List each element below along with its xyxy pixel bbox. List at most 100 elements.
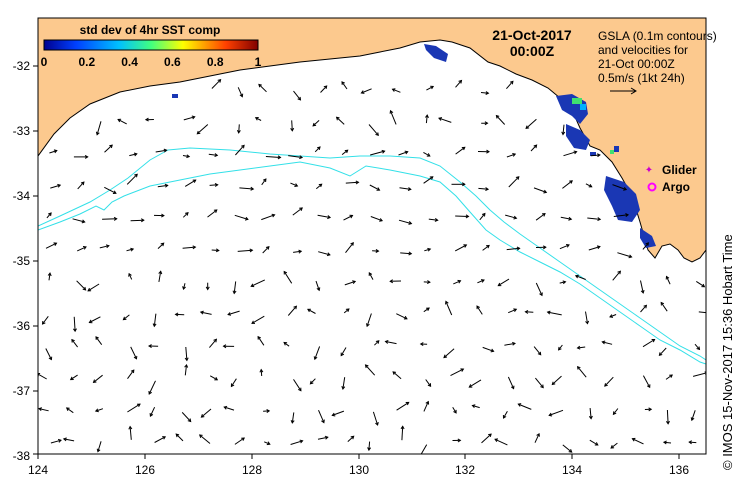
y-tick-label: -32 (13, 59, 31, 73)
velocity-arrow (128, 425, 133, 440)
velocity-arrow (524, 309, 534, 314)
velocity-arrow (152, 313, 157, 328)
velocity-arrow (366, 313, 372, 328)
velocity-arrow (612, 270, 622, 281)
velocity-arrow (494, 438, 508, 446)
velocity-arrow (345, 180, 360, 185)
velocity-arrow (318, 251, 331, 257)
velocity-arrow (76, 280, 87, 291)
velocity-arrow (149, 406, 156, 417)
velocity-arrow (396, 313, 408, 320)
velocity-arrow (368, 272, 374, 280)
velocity-arrow (400, 251, 413, 256)
colorbar-tick-label: 0.6 (164, 55, 181, 69)
velocity-arrow (508, 308, 518, 314)
velocity-arrow (95, 336, 103, 345)
velocity-arrow (562, 180, 573, 189)
velocity-arrow (419, 342, 428, 347)
velocity-arrow (480, 91, 490, 95)
velocity-arrow (665, 409, 670, 425)
velocity-arrow (481, 433, 492, 444)
velocity-arrow (318, 410, 325, 424)
velocity-arrow (658, 347, 667, 357)
velocity-arrow (696, 280, 706, 288)
map-time: 00:00Z (510, 43, 555, 59)
velocity-arrow (71, 338, 78, 348)
velocity-arrow (502, 410, 508, 419)
velocity-arrow (117, 118, 127, 125)
velocity-arrow (158, 270, 163, 282)
velocity-arrow (69, 374, 78, 381)
velocity-arrow (293, 249, 303, 254)
velocity-arrow (259, 368, 264, 377)
velocity-arrow (453, 279, 462, 285)
velocity-arrow (211, 79, 222, 89)
x-tick-label: 130 (349, 463, 369, 477)
gsla-contour-upper (38, 147, 706, 361)
velocity-arrow (589, 439, 599, 446)
x-axis: 124 126 128 130 132 134 136 (28, 454, 689, 477)
velocity-arrow (264, 441, 271, 446)
velocity-arrow (65, 407, 74, 414)
credit-text: © IMOS 15-Nov-2017 15:36 Hobart Time (720, 234, 735, 470)
gsla-note-line-3: 21-Oct 00:00Z (598, 57, 675, 71)
velocity-arrow (148, 380, 156, 395)
velocity-arrow (258, 83, 267, 93)
legend-glider: Glider (662, 163, 697, 177)
velocity-arrow (533, 346, 542, 356)
velocity-arrow (576, 345, 586, 350)
velocity-arrow (335, 116, 345, 125)
velocity-arrow (104, 144, 113, 153)
velocity-arrow (222, 344, 235, 349)
gsla-contour-lower (38, 161, 706, 365)
velocity-arrow (127, 403, 141, 413)
velocity-arrow (147, 344, 159, 349)
gsla-note-line-2: and velocities for (598, 43, 688, 57)
velocity-arrow (314, 146, 321, 153)
velocity-arrow (612, 408, 619, 416)
velocity-arrow (423, 307, 430, 313)
x-tick-label: 128 (242, 463, 262, 477)
velocity-arrow (287, 305, 298, 316)
velocity-arrow (613, 213, 630, 217)
velocity-arrow (77, 181, 85, 190)
velocity-arrow (428, 217, 439, 222)
velocity-arrow (184, 179, 197, 187)
velocity-arrow (585, 311, 590, 325)
velocity-arrow (426, 85, 435, 91)
velocity-arrow (196, 124, 209, 135)
velocity-arrow (455, 146, 466, 155)
velocity-arrow (313, 346, 321, 361)
velocity-arrow (559, 244, 570, 250)
velocity-arrow (128, 272, 133, 280)
velocity-arrow (45, 348, 53, 361)
velocity-arrow (557, 344, 563, 351)
velocity-arrow (530, 144, 538, 152)
velocity-arrow (454, 244, 468, 252)
velocity-arrow (398, 150, 409, 156)
velocity-arrow (644, 407, 653, 412)
velocity-arrow (235, 144, 245, 156)
velocity-arrow (455, 214, 470, 219)
velocity-arrow (507, 376, 515, 390)
velocity-arrow (290, 439, 304, 445)
velocity-arrow (588, 245, 601, 251)
velocity-arrow (237, 87, 244, 98)
y-tick-label: -38 (13, 449, 31, 463)
velocity-arrow (288, 155, 304, 160)
velocity-arrow (369, 184, 381, 191)
velocity-arrow (617, 252, 633, 259)
velocity-arrow (292, 207, 303, 216)
velocity-arrow (47, 272, 52, 281)
velocity-arrow (495, 114, 506, 125)
velocity-arrow (533, 187, 548, 194)
velocity-arrow (200, 408, 212, 418)
velocity-arrow (471, 404, 480, 409)
velocity-arrow (423, 280, 431, 285)
velocity-arrow (315, 280, 321, 292)
velocity-arrow (423, 176, 434, 184)
velocity-arrow (290, 412, 295, 424)
velocity-arrow (309, 378, 316, 385)
velocity-arrow (560, 216, 573, 221)
